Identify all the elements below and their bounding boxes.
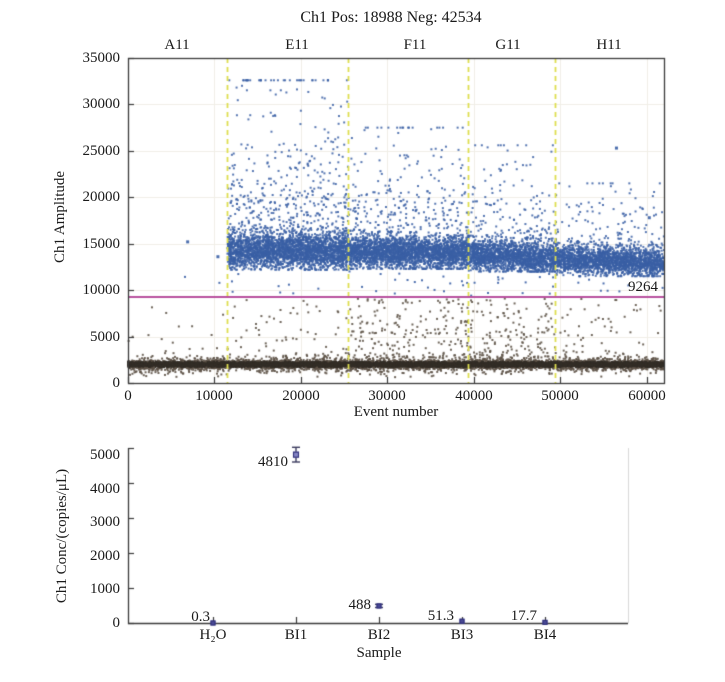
conc-tick-4000: 4000 — [90, 481, 120, 497]
x-tick-40000: 40000 — [455, 388, 493, 404]
conc-tick-3000: 3000 — [90, 514, 120, 530]
conc-value-bi1: 4810 — [258, 454, 288, 470]
well-label-a11: A11 — [164, 37, 190, 53]
y-axis-label-ch1-conc: Ch1 Conc/(copies/μL) — [54, 468, 70, 604]
x-tick-30000: 30000 — [368, 388, 406, 404]
conc-tick-2000: 2000 — [90, 548, 120, 564]
conc-tick-5000: 5000 — [90, 447, 120, 463]
conc-tick-1000: 1000 — [90, 581, 120, 597]
x-axis-label-sample: Sample — [356, 645, 402, 661]
y-tick-30000: 30000 — [82, 96, 121, 112]
well-label-h11: H11 — [596, 37, 622, 53]
conc-tick-0: 0 — [112, 615, 121, 631]
x-tick-0: 0 — [124, 388, 132, 404]
y-tick-10000: 10000 — [82, 282, 121, 298]
conc-value-bi2: 488 — [348, 597, 372, 613]
sample-label-bi1: BI1 — [284, 627, 308, 643]
well-label-g11: G11 — [495, 37, 521, 53]
x-tick-20000: 20000 — [282, 388, 320, 404]
x-tick-60000: 60000 — [628, 388, 666, 404]
well-label-f11: F11 — [403, 37, 427, 53]
y-tick-5000: 5000 — [90, 329, 120, 345]
sample-label-bi4: BI4 — [533, 627, 557, 643]
conc-value-bi3: 51.3 — [427, 608, 454, 624]
threshold-value-label: 9264 — [628, 279, 658, 295]
x-axis-label-event-number: Event number — [353, 404, 439, 420]
x-tick-50000: 50000 — [541, 388, 579, 404]
y-axis-label-ch1-amplitude: Ch1 Amplitude — [52, 170, 68, 264]
y-tick-20000: 20000 — [82, 189, 121, 205]
sample-label-bi3: BI3 — [450, 627, 474, 643]
x-tick-10000: 10000 — [195, 388, 233, 404]
conc-value-h2o: 0.3 — [191, 609, 210, 625]
sample-label-h2o: H₂O — [199, 627, 227, 643]
chart-title: Ch1 Pos: 18988 Neg: 42534 — [300, 9, 482, 26]
y-tick-15000: 15000 — [82, 236, 121, 252]
conc-value-bi4: 17.7 — [510, 608, 537, 624]
y-tick-25000: 25000 — [82, 143, 121, 159]
well-label-e11: E11 — [285, 37, 309, 53]
y-tick-0: 0 — [112, 375, 121, 391]
sample-label-bi2: BI2 — [367, 627, 391, 643]
y-tick-35000: 35000 — [82, 50, 121, 66]
